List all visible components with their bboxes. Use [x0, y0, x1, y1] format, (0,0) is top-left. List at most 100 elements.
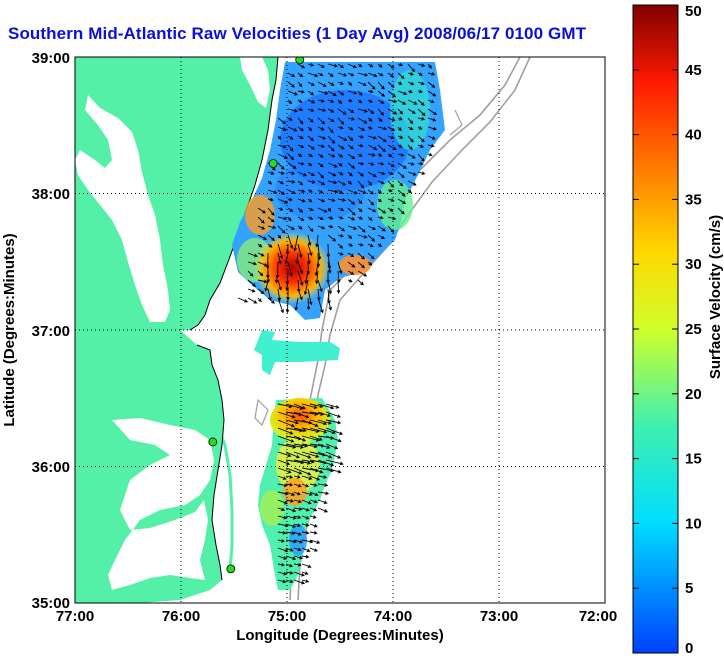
- velocity-vector: [347, 108, 355, 114]
- velocity-vector: [317, 153, 324, 158]
- velocity-vector: [277, 507, 286, 512]
- velocity-vector: [297, 117, 304, 125]
- velocity-vector: [347, 270, 355, 275]
- velocity-vector: [367, 89, 374, 94]
- velocity-vector: [257, 225, 266, 230]
- velocity-vector: [309, 531, 318, 535]
- velocity-vector: [301, 530, 310, 535]
- velocity-vector: [287, 234, 294, 249]
- velocity-vector: [277, 547, 289, 553]
- velocity-vector: [387, 63, 395, 69]
- velocity-vector: [377, 207, 387, 214]
- velocity-vector: [367, 261, 373, 266]
- velocity-vector: [407, 135, 414, 143]
- velocity-vector: [285, 419, 299, 425]
- velocity-vector: [309, 475, 321, 481]
- velocity-vector: [285, 547, 294, 552]
- velocity-vector: [293, 523, 301, 527]
- velocity-vector: [337, 215, 344, 220]
- velocity-vector: [297, 126, 304, 132]
- velocity-vector: [247, 279, 257, 287]
- colorbar-tick-label: 5: [685, 580, 693, 597]
- velocity-vector: [285, 482, 294, 487]
- coastline-south: [196, 344, 225, 581]
- velocity-vector: [277, 126, 287, 131]
- velocity-vector: [337, 225, 346, 232]
- velocity-vector: [347, 234, 353, 239]
- radar-stations: [208, 57, 305, 574]
- velocity-vector: [397, 153, 405, 157]
- velocity-vector: [297, 63, 306, 69]
- velocity-vector: [301, 491, 314, 496]
- velocity-vector: [347, 261, 356, 268]
- velocity-vector: [257, 243, 263, 248]
- velocity-vector: [297, 107, 304, 112]
- velocity-vector: [257, 252, 265, 257]
- velocity-vector: [337, 243, 344, 249]
- velocity-vector: [287, 153, 295, 161]
- velocity-vector: [417, 63, 426, 67]
- velocity-vector: [357, 126, 366, 131]
- velocity-vector: [407, 171, 417, 176]
- velocity-vector: [427, 108, 438, 116]
- velocity-vector: [307, 90, 315, 96]
- velocity-vector: [327, 144, 335, 152]
- velocity-vector: [347, 144, 354, 150]
- velocity-hotspot: [254, 232, 330, 304]
- velocity-vector: [367, 171, 377, 178]
- velocity-vector: [407, 81, 415, 86]
- velocity-vector: [357, 279, 364, 286]
- velocity-vector: [307, 180, 316, 184]
- velocity-vector: [317, 108, 327, 112]
- velocity-vector: [325, 435, 342, 443]
- velocity-vector: [407, 126, 414, 130]
- velocity-vector: [317, 491, 330, 496]
- velocity-vector: [317, 459, 335, 467]
- velocity-vector: [277, 216, 288, 221]
- velocity-vector: [377, 108, 385, 116]
- velocity-vector: [325, 451, 342, 459]
- y-tick-label: 36:00: [32, 459, 70, 476]
- velocity-vector: [427, 63, 432, 69]
- colorbar-tick-label: 0: [685, 640, 693, 657]
- velocity-vector: [337, 90, 345, 96]
- colorbar-tick-label: 20: [685, 386, 702, 403]
- velocity-vector: [347, 153, 356, 160]
- velocity-vector: [357, 225, 366, 233]
- velocity-vector: [285, 475, 294, 479]
- velocity-vector: [397, 162, 407, 169]
- velocity-vector: [337, 198, 347, 202]
- velocity-vector: [407, 162, 415, 166]
- velocity-vector: [287, 108, 298, 113]
- velocity-vector: [285, 515, 297, 520]
- barrier-islands: [213, 419, 234, 571]
- x-tick-label: 76:00: [162, 608, 200, 625]
- velocity-vector: [309, 435, 323, 441]
- velocity-vector: [287, 216, 292, 222]
- station-marker: [295, 57, 305, 65]
- velocity-vector: [257, 261, 268, 267]
- velocity-vector: [377, 180, 385, 185]
- velocity-vector: [309, 491, 319, 496]
- velocity-vector: [285, 579, 294, 584]
- velocity-vector: [287, 117, 293, 121]
- velocity-vector: [309, 483, 318, 487]
- velocity-vector: [247, 297, 258, 304]
- velocity-vector: [317, 72, 324, 77]
- velocity-vector: [407, 153, 416, 159]
- velocity-vector: [367, 135, 377, 140]
- albemarle-sound: [108, 418, 214, 590]
- velocity-vector: [267, 207, 275, 216]
- velocity-vector: [327, 135, 336, 144]
- velocity-vector: [377, 144, 386, 153]
- velocity-vector: [301, 571, 309, 575]
- velocity-vector: [317, 499, 328, 505]
- velocity-vector: [367, 162, 375, 166]
- velocity-vector: [377, 189, 382, 194]
- velocity-vector: [407, 144, 413, 151]
- velocity-vector: [337, 135, 348, 141]
- velocity-vector: [301, 523, 310, 527]
- velocity-vector: [301, 554, 310, 559]
- velocity-vector: [407, 89, 413, 94]
- grid: [75, 57, 605, 603]
